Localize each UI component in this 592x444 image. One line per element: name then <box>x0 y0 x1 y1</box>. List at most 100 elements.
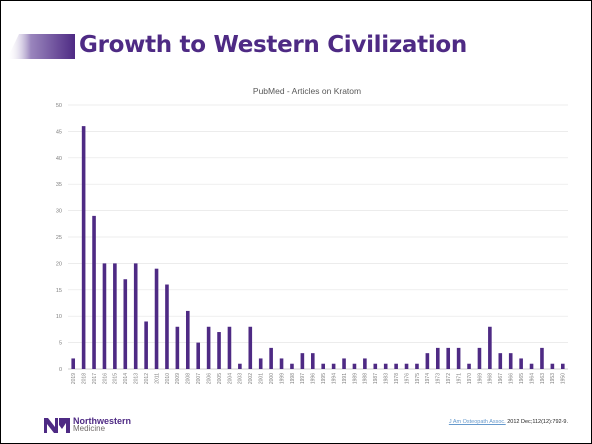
slide-title: Growth to Western Civilization <box>79 32 467 58</box>
bar-1972 <box>446 347 451 369</box>
bar-2011 <box>154 268 159 369</box>
logo-name: Northwestern <box>73 416 132 426</box>
y-tick-label: 45 <box>56 129 62 135</box>
x-tick-label: 1972 <box>446 373 452 384</box>
x-tick-label: 1963 <box>540 373 546 384</box>
x-tick-label: 2003 <box>238 373 244 384</box>
bar-1975 <box>415 363 419 369</box>
bar-1970 <box>467 363 471 369</box>
bar-1978 <box>394 363 398 369</box>
x-tick-label: 1970 <box>467 373 473 384</box>
bar-1991 <box>342 358 346 369</box>
x-tick-label: 1995 <box>321 373 327 384</box>
bar-1950 <box>560 363 565 369</box>
bar-1996 <box>310 353 315 369</box>
y-tick-label: 30 <box>56 209 62 215</box>
bar-2003 <box>238 363 242 369</box>
x-tick-label: 2002 <box>248 373 254 384</box>
x-tick-label: 1987 <box>373 373 379 384</box>
bar-1974 <box>425 353 430 369</box>
x-tick-label: 1964 <box>529 373 535 384</box>
bar-2017 <box>92 215 96 369</box>
x-tick-label: 2016 <box>102 373 108 384</box>
bar-2004 <box>227 326 232 369</box>
y-axis-ticks: 0 5 10 15 20 25 30 35 40 45 50 <box>56 103 62 373</box>
x-tick-label: 1971 <box>456 373 462 384</box>
bar-1969 <box>477 347 482 369</box>
x-tick-label: 1978 <box>394 373 400 384</box>
y-tick-label: 5 <box>59 341 62 347</box>
bar-1999 <box>279 358 284 369</box>
x-axis-ticks: 2019 2018 2017 2016 2015 2014 2013 2012 2011 2010… <box>71 373 567 384</box>
y-tick-label: 20 <box>56 261 62 267</box>
x-tick-label: 1976 <box>404 373 410 384</box>
x-tick-label: 1994 <box>331 373 337 384</box>
x-tick-label: 2014 <box>123 373 129 384</box>
x-tick-label: 2006 <box>206 373 212 384</box>
y-tick-label: 10 <box>56 314 62 320</box>
bar-2016 <box>102 263 107 369</box>
y-tick-label: 0 <box>59 367 62 373</box>
x-tick-label: 1953 <box>550 373 556 384</box>
y-tick-label: 15 <box>56 288 62 294</box>
bar-2005 <box>217 332 221 369</box>
y-tick-label: 40 <box>56 156 62 162</box>
x-tick-label: 2007 <box>196 373 202 384</box>
x-tick-label: 2001 <box>259 373 265 384</box>
bar-1964 <box>529 363 534 369</box>
x-tick-label: 2018 <box>81 373 87 384</box>
x-tick-label: 1999 <box>279 373 285 384</box>
citation-link[interactable]: J Am Osteopath Assoc. <box>448 419 506 425</box>
bar-1987 <box>373 363 378 369</box>
bar-2002 <box>248 326 253 369</box>
x-tick-label: 2013 <box>134 373 140 384</box>
bar-1965 <box>519 358 523 369</box>
bar-2006 <box>206 326 211 369</box>
x-tick-label: 1983 <box>384 373 390 384</box>
northwestern-medicine-logo: Northwestern Medicine <box>44 417 131 433</box>
x-tick-label: 2015 <box>113 373 119 384</box>
x-tick-label: 1965 <box>519 373 525 384</box>
x-tick-label: 2005 <box>217 373 223 384</box>
citation: J Am Osteopath Assoc. 2012 Dec;112(12):7… <box>449 419 568 425</box>
x-tick-label: 1967 <box>498 373 504 384</box>
northwestern-n-icon <box>44 418 70 433</box>
y-tick-label: 35 <box>56 182 62 188</box>
x-tick-label: 1997 <box>300 373 306 384</box>
x-tick-label: 1988 <box>363 373 369 384</box>
bar-1995 <box>321 363 326 369</box>
bar-1988 <box>363 358 367 369</box>
x-tick-label: 1991 <box>342 373 348 384</box>
x-tick-label: 1968 <box>488 373 494 384</box>
bar-2008 <box>185 310 190 369</box>
x-tick-label: 2009 <box>175 373 181 384</box>
x-tick-label: 2017 <box>92 373 98 384</box>
bar-2009 <box>175 326 180 369</box>
bar-2018 <box>81 126 86 370</box>
bar-1971 <box>456 347 461 369</box>
x-tick-label: 2012 <box>144 373 150 384</box>
chart-bars <box>71 126 565 370</box>
bar-1967 <box>498 353 503 369</box>
bar-2015 <box>113 263 117 369</box>
bar-1966 <box>508 353 513 369</box>
y-tick-label: 25 <box>56 235 62 241</box>
bar-1968 <box>488 326 492 369</box>
bar-1983 <box>383 363 388 369</box>
x-tick-label: 1975 <box>415 373 421 384</box>
title-accent-bar <box>7 34 75 59</box>
x-tick-label: 2019 <box>71 373 77 384</box>
x-tick-label: 1996 <box>311 373 317 384</box>
x-tick-label: 1966 <box>509 373 515 384</box>
x-tick-label: 2008 <box>186 373 192 384</box>
logo-subname: Medicine <box>73 424 106 433</box>
x-tick-label: 1998 <box>290 373 296 384</box>
x-tick-label: 2004 <box>227 373 233 384</box>
y-tick-label: 50 <box>56 103 62 109</box>
bar-1953 <box>550 363 555 369</box>
chart-title: PubMed - Articles on Kratom <box>253 86 361 96</box>
x-tick-label: 2011 <box>154 373 160 384</box>
bar-1976 <box>404 363 409 369</box>
bar-1998 <box>290 363 294 369</box>
